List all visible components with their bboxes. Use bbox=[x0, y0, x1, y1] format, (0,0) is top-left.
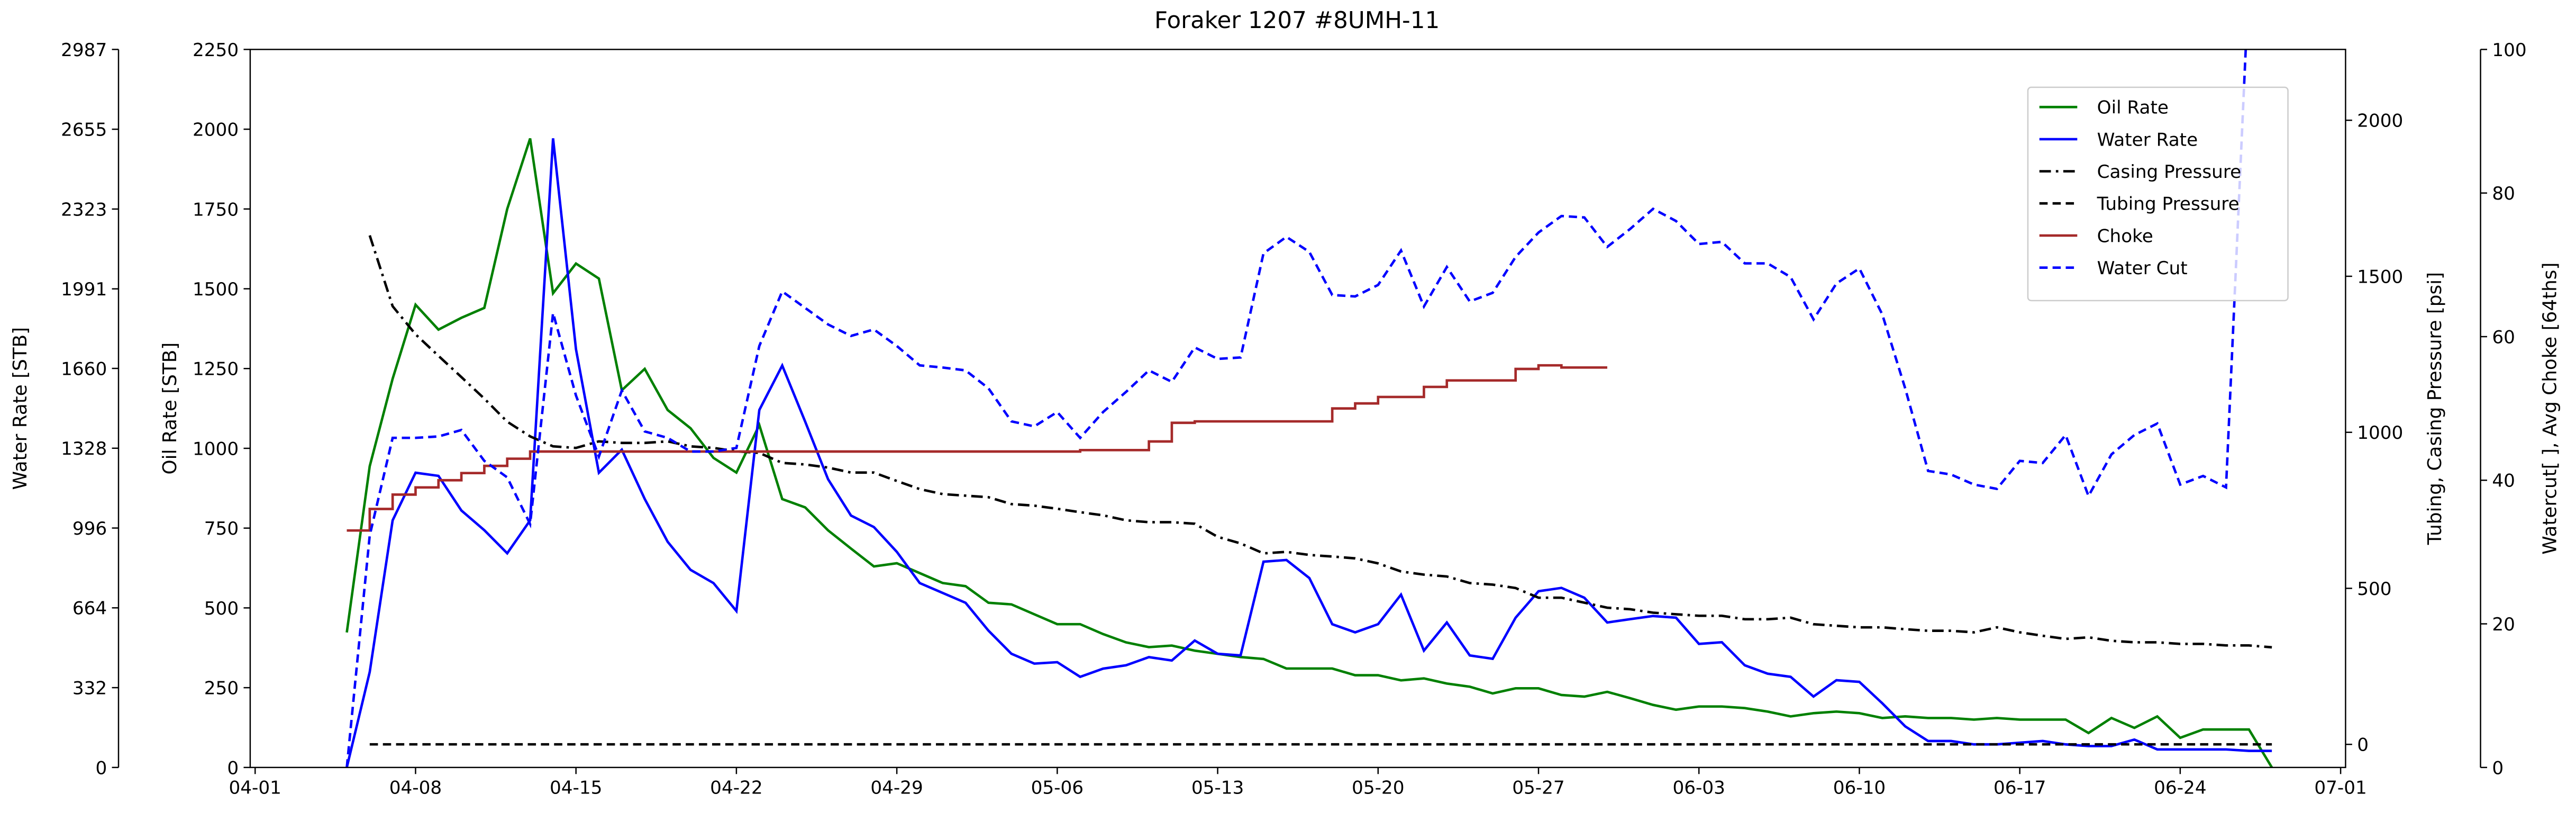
series-line bbox=[345, 138, 2272, 768]
legend: Oil Rate Water Rate Casing Pressure Tubing … bbox=[2027, 86, 2289, 302]
x-tick-label: 06-03 bbox=[1672, 778, 1725, 799]
y-tick-label: 332 bbox=[72, 678, 107, 699]
y-tick-label: 60 bbox=[2492, 327, 2515, 348]
plot-frame bbox=[249, 49, 2346, 769]
y-tick-label: 1250 bbox=[193, 359, 239, 380]
y-tick-label: 2987 bbox=[61, 40, 107, 61]
x-tick-label: 04-15 bbox=[550, 778, 602, 799]
y-tick-label: 750 bbox=[204, 518, 239, 539]
y-tick-label: 1660 bbox=[61, 358, 107, 380]
y-tick-label: 1750 bbox=[193, 199, 239, 220]
y-tick-label: 2000 bbox=[193, 120, 239, 141]
x-tick-label: 04-08 bbox=[389, 778, 442, 799]
y-tick-label: 1500 bbox=[193, 279, 239, 300]
y-tick-label: 1328 bbox=[61, 438, 107, 459]
y-tick-label: 250 bbox=[204, 678, 239, 699]
y-tick-label: 40 bbox=[2492, 471, 2515, 492]
y-axis-label: Tubing, Casing Pressure [psi] bbox=[2424, 272, 2446, 545]
y-tick-label: 0 bbox=[2357, 735, 2369, 756]
legend-label: Choke bbox=[2097, 225, 2153, 247]
y-tick-label: 2250 bbox=[193, 40, 239, 61]
y-tick-label: 500 bbox=[2357, 579, 2391, 600]
chart-title: Foraker 1207 #8UMH-11 bbox=[1154, 7, 1440, 34]
x-tick-label: 06-10 bbox=[1833, 778, 1886, 799]
y-tick-label: 2323 bbox=[61, 199, 107, 220]
y-tick-label: 1000 bbox=[2357, 422, 2403, 444]
series-line bbox=[347, 364, 1607, 532]
y-tick-label: 20 bbox=[2492, 614, 2515, 635]
y-axis-label: Oil Rate [STB] bbox=[159, 342, 181, 475]
y-tick-label: 2000 bbox=[2357, 111, 2403, 132]
x-tick-label: 05-06 bbox=[1031, 778, 1084, 799]
y-tick-label: 2655 bbox=[61, 120, 107, 141]
legend-label: Oil Rate bbox=[2097, 97, 2169, 119]
y-tick-label: 1991 bbox=[61, 279, 107, 300]
series-line bbox=[368, 235, 2272, 649]
x-tick-label: 06-17 bbox=[1994, 778, 2046, 799]
series-line bbox=[345, 49, 2247, 768]
y-axis-label: Watercut[ ], Avg Choke [64ths] bbox=[2539, 263, 2561, 555]
plot-area bbox=[345, 49, 2273, 768]
x-tick-label: 04-22 bbox=[710, 778, 762, 799]
x-tick-label: 07-01 bbox=[2314, 778, 2366, 799]
y-tick-label: 0 bbox=[227, 757, 239, 779]
legend-label: Water Cut bbox=[2097, 258, 2188, 279]
series-line bbox=[345, 138, 2273, 768]
y-tick-label: 664 bbox=[72, 598, 107, 619]
y-axis-label: Water Rate [STB] bbox=[10, 327, 31, 490]
x-tick-label: 04-01 bbox=[229, 778, 281, 799]
legend-label: Casing Pressure bbox=[2097, 161, 2242, 183]
y-tick-label: 100 bbox=[2492, 40, 2526, 61]
y-tick-label: 996 bbox=[72, 518, 107, 539]
y-tick-label: 1500 bbox=[2357, 266, 2403, 287]
legend-label: Water Rate bbox=[2097, 129, 2198, 150]
x-tick-label: 05-13 bbox=[1191, 778, 1244, 799]
x-tick-label: 05-20 bbox=[1352, 778, 1404, 799]
y-tick-label: 1000 bbox=[193, 438, 239, 459]
y-tick-label: 80 bbox=[2492, 183, 2515, 204]
x-tick-label: 06-24 bbox=[2154, 778, 2206, 799]
y-tick-label: 500 bbox=[204, 598, 239, 619]
x-tick-label: 04-29 bbox=[870, 778, 923, 799]
legend-box bbox=[2027, 86, 2289, 302]
legend-label: Tubing Pressure bbox=[2097, 194, 2240, 215]
y-tick-label: 0 bbox=[2492, 757, 2504, 779]
y-tick-label: 0 bbox=[95, 757, 107, 779]
x-tick-label: 05-27 bbox=[1512, 778, 1564, 799]
